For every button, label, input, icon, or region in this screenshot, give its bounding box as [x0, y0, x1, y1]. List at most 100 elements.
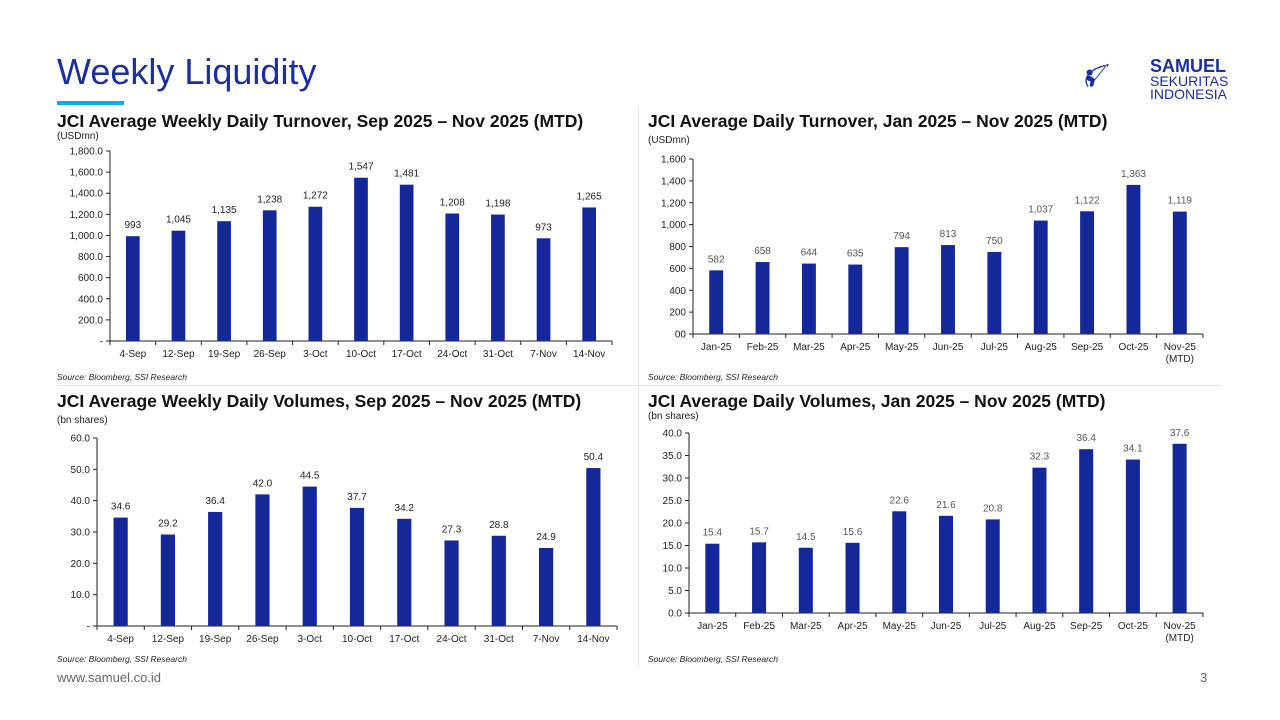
data-label: 644 [801, 248, 818, 259]
y-axis-unit: (bn shares) [648, 411, 699, 422]
y-tick-label: 20.0 [663, 519, 683, 530]
bar [582, 207, 597, 341]
x-tick-label: Sep-25 [1071, 342, 1104, 353]
y-tick-label: 15.0 [663, 541, 683, 552]
bar [1079, 449, 1094, 613]
y-tick-label: 10.0 [71, 590, 91, 601]
x-tick-label: 7-Nov [530, 349, 557, 360]
data-label: 635 [847, 249, 864, 260]
x-tick-label: Nov-25 [1164, 342, 1197, 353]
y-tick-label: 1,200.0 [70, 210, 104, 221]
y-tick-label: 800 [669, 242, 686, 253]
bar [302, 486, 317, 626]
x-tick-label: 26-Sep [246, 634, 279, 645]
data-label: 24.9 [536, 532, 556, 543]
bar [536, 238, 551, 341]
data-label: 44.5 [300, 471, 320, 482]
logo-line-3: INDONESIA [1150, 86, 1228, 102]
data-label: 34.6 [111, 502, 131, 513]
x-tick-label: Apr-25 [838, 621, 868, 632]
bar [892, 511, 907, 613]
y-tick-label: 1,600.0 [70, 168, 104, 179]
x-tick-label: Mar-25 [793, 342, 825, 353]
bar [397, 518, 412, 626]
x-tick-label: (MTD) [1166, 354, 1194, 365]
x-tick-label: Aug-25 [1023, 621, 1056, 632]
y-tick-label: 1,400.0 [70, 189, 104, 200]
data-label: 1,119 [1168, 196, 1193, 207]
vertical-divider [638, 106, 639, 668]
bar [1080, 211, 1095, 334]
y-tick-label: - [100, 337, 103, 348]
chart-source: Source: Bloomberg, SSI Research [648, 654, 778, 664]
y-tick-label: 30.0 [71, 528, 91, 539]
x-tick-label: Jan-25 [701, 342, 732, 353]
data-label: 1,238 [257, 194, 282, 205]
bar [217, 221, 231, 341]
bar [354, 177, 368, 341]
x-tick-label: (MTD) [1165, 633, 1193, 644]
data-label: 15.6 [843, 527, 863, 538]
bar [798, 547, 813, 613]
x-tick-label: 14-Nov [577, 634, 609, 645]
y-tick-label: 600.0 [78, 273, 103, 284]
data-label: 36.4 [205, 496, 225, 507]
y-tick-label: 1,200 [661, 198, 686, 209]
chart-panel-weekly-turnover: JCI Average Weekly Daily Turnover, Sep 2… [57, 111, 627, 386]
y-tick-label: 1,600 [661, 155, 686, 166]
bar [848, 264, 863, 334]
x-tick-label: Feb-25 [747, 342, 779, 353]
y-tick-label: 1,400 [661, 176, 686, 187]
x-tick-label: 12-Sep [152, 634, 185, 645]
x-tick-label: Mar-25 [790, 621, 822, 632]
chart-title: JCI Average Weekly Daily Volumes, Sep 20… [57, 391, 582, 411]
footer-url[interactable]: www.samuel.co.id [57, 670, 162, 685]
x-tick-label: 4-Sep [107, 634, 134, 645]
y-tick-label: 00 [675, 330, 687, 341]
x-tick-label: Oct-25 [1118, 342, 1148, 353]
data-label: 993 [124, 220, 141, 231]
y-tick-label: - [87, 622, 90, 633]
y-tick-label: 1,000 [661, 220, 686, 231]
x-tick-label: Jul-25 [979, 621, 1007, 632]
data-label: 1,037 [1028, 205, 1053, 216]
bar [255, 494, 270, 626]
bar [845, 542, 860, 613]
y-tick-label: 1,800.0 [70, 147, 104, 158]
bar-chart-monthly-turnover: 00 200 400 600 800 1,000 1,200 1,400 1,600 582 Jan… [661, 155, 1204, 365]
bar [262, 210, 277, 341]
chart-source: Source: Bloomberg, SSI Research [57, 372, 187, 382]
data-label: 29.2 [158, 519, 178, 530]
data-label: 658 [754, 246, 771, 257]
y-tick-label: 400.0 [78, 294, 103, 305]
bar [1172, 443, 1187, 613]
y-tick-label: 60.0 [71, 434, 91, 445]
bar [1033, 220, 1048, 334]
y-axis-unit: (USDmn) [57, 131, 99, 142]
data-label: 36.4 [1076, 433, 1096, 444]
chart-title: JCI Average Daily Turnover, Jan 2025 – N… [648, 111, 1108, 131]
x-tick-label: May-25 [885, 342, 919, 353]
x-tick-label: 4-Sep [119, 349, 146, 360]
data-label: 34.1 [1123, 444, 1143, 455]
y-axis-unit: (bn shares) [57, 415, 108, 426]
data-label: 794 [893, 231, 910, 242]
bar [941, 245, 955, 334]
bar [1032, 467, 1047, 613]
bar [752, 542, 767, 613]
y-tick-label: 1,000.0 [70, 231, 104, 242]
y-tick-label: 40.0 [663, 429, 683, 440]
y-tick-label: 10.0 [663, 564, 683, 575]
x-tick-label: Jul-25 [981, 342, 1009, 353]
bar [445, 213, 460, 341]
data-label: 20.8 [983, 503, 1003, 514]
x-tick-label: 31-Oct [483, 349, 513, 360]
x-tick-label: 17-Oct [389, 634, 419, 645]
logo-line-1: SAMUEL [1150, 56, 1226, 76]
bar-chart-weekly-turnover: - 200.0 400.0 600.0 800.0 1,000.0 1,200.0 1,400… [70, 147, 613, 360]
bar [755, 262, 770, 334]
bar [160, 534, 175, 626]
data-label: 28.8 [489, 520, 509, 531]
x-tick-label: 26-Sep [254, 349, 287, 360]
title-underline [57, 101, 124, 105]
